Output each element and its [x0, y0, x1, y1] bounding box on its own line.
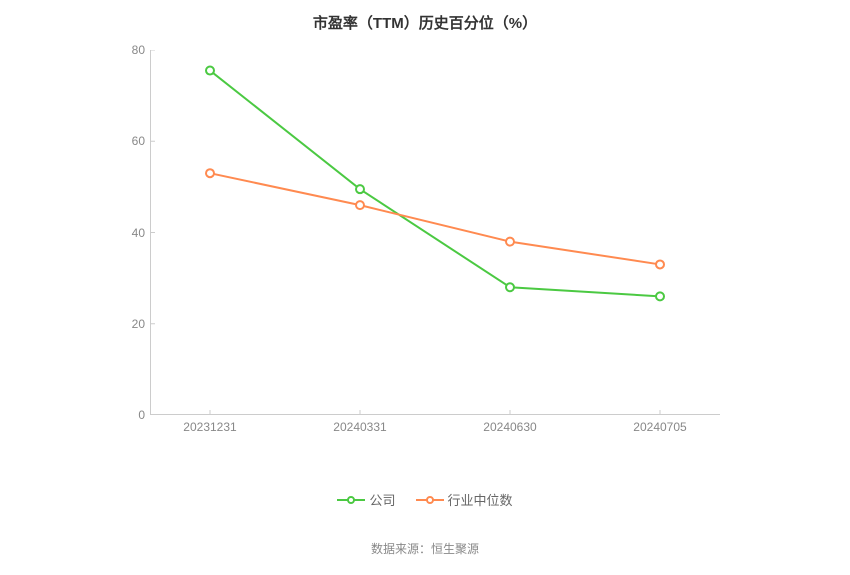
y-axis: 020406080	[110, 50, 145, 415]
series-marker	[356, 185, 364, 193]
legend-item[interactable]: 行业中位数	[416, 490, 513, 509]
x-tick-label: 20240705	[633, 420, 686, 434]
series-marker	[656, 292, 664, 300]
chart-container: 市盈率（TTM）历史百分位（%） 0 20 40 60 80 20231231 20240…	[0, 0, 850, 575]
series-marker	[506, 238, 514, 246]
legend-label: 公司	[369, 490, 395, 509]
y-tick-label: 80	[110, 43, 145, 57]
x-tick-label: 20240630	[483, 420, 536, 434]
series-marker	[656, 260, 664, 268]
series-marker	[206, 67, 214, 75]
x-tick-label: 20240331	[333, 420, 386, 434]
legend-label: 行业中位数	[448, 490, 513, 509]
x-axis: 20231231 20240331 20240630 20240705	[150, 420, 720, 440]
y-tick-label: 60	[110, 134, 145, 148]
series-marker	[356, 201, 364, 209]
plot-area	[150, 50, 720, 415]
y-tick-label: 40	[110, 226, 145, 240]
y-tick-label: 0	[110, 408, 145, 422]
series-marker	[506, 283, 514, 291]
y-tick-label: 20	[110, 317, 145, 331]
plot-svg	[150, 50, 720, 415]
legend-item[interactable]: 公司	[337, 490, 395, 509]
x-tick-label: 20231231	[183, 420, 236, 434]
data-source: 数据来源：恒生聚源	[0, 540, 850, 557]
legend: 公司 行业中位数	[0, 490, 850, 510]
series-marker	[206, 169, 214, 177]
chart-title: 市盈率（TTM）历史百分位（%）	[0, 0, 850, 33]
series-line	[210, 71, 660, 297]
legend-marker	[337, 493, 365, 507]
chart-area: 020406080 202312312024033120240630202407…	[110, 50, 740, 445]
series-line	[210, 173, 660, 264]
legend-marker	[416, 493, 444, 507]
